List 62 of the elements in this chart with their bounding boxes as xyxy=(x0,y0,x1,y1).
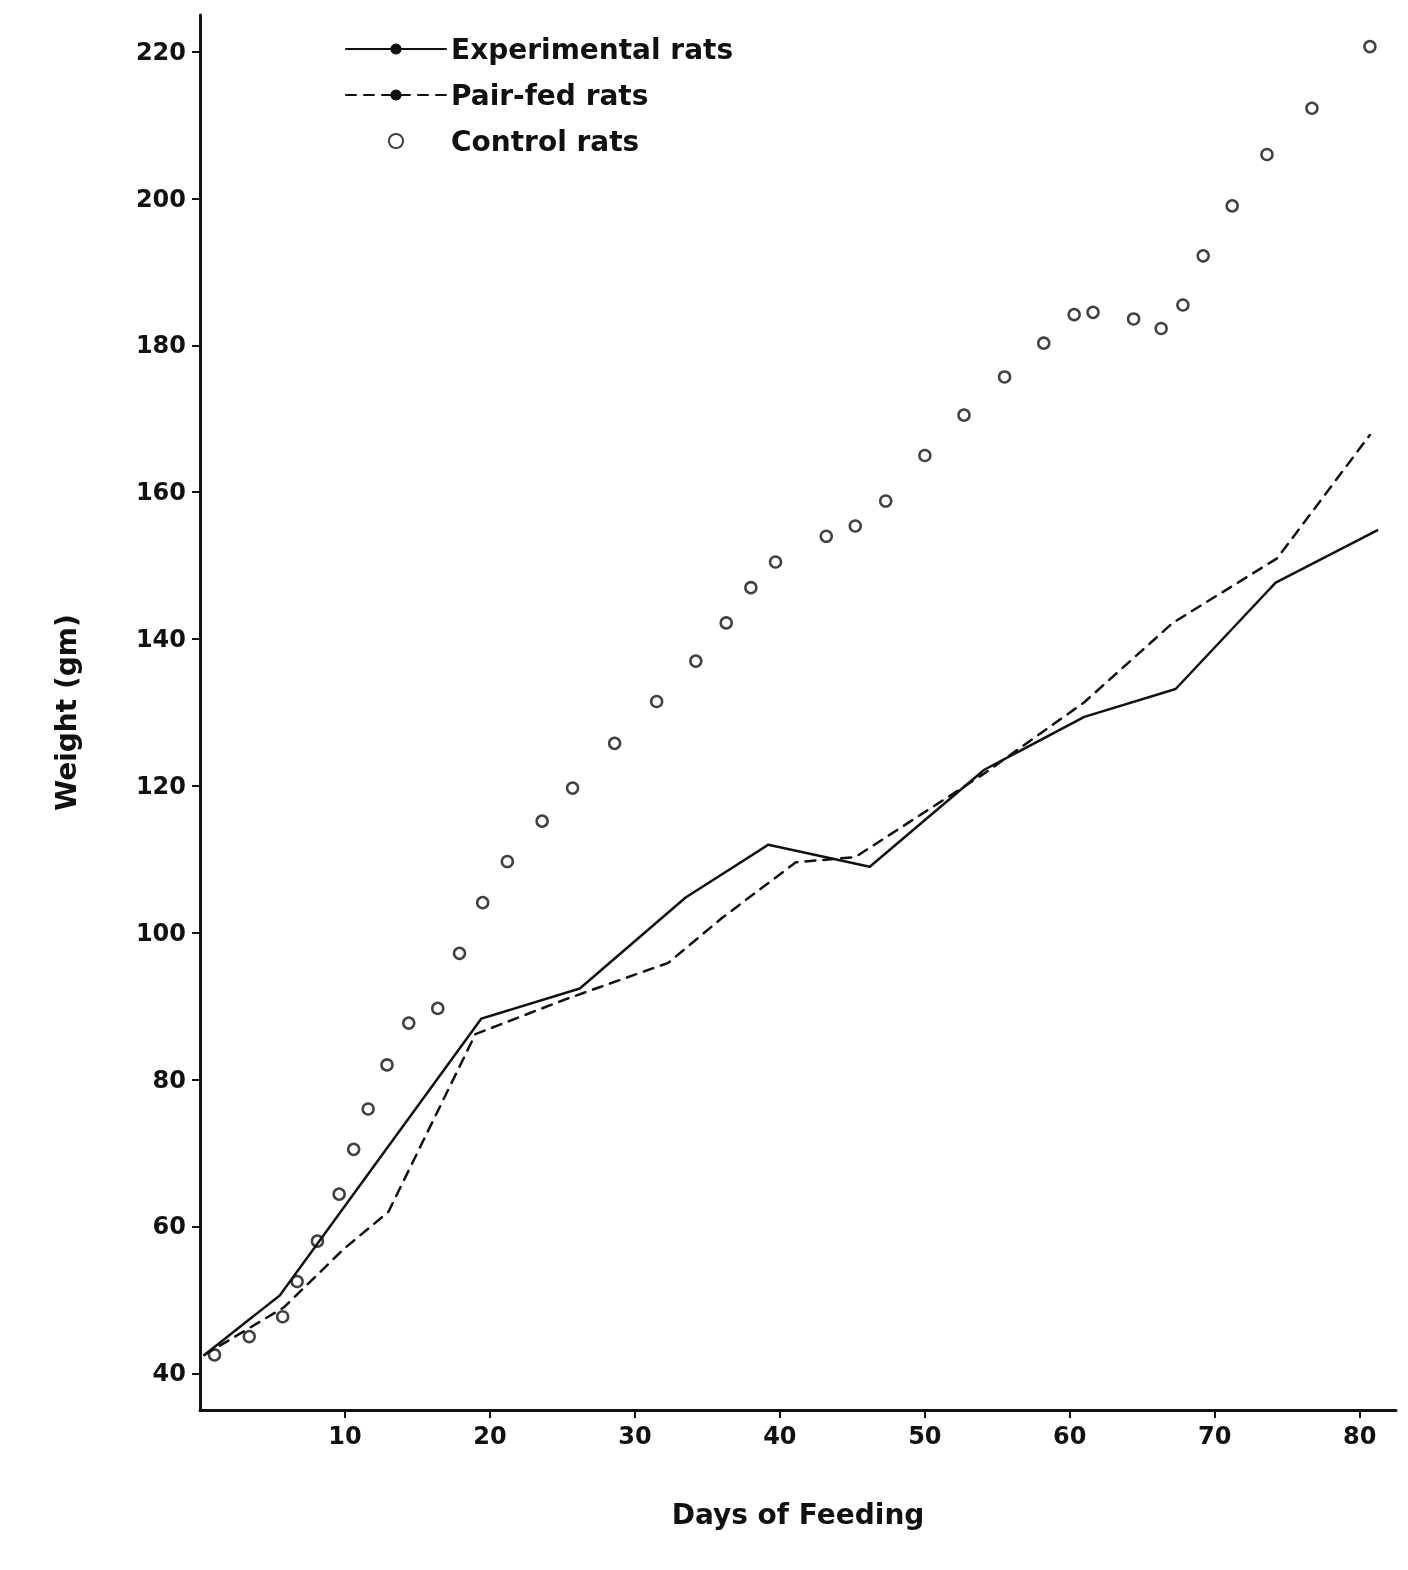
y-tick-label: 220 xyxy=(135,37,186,66)
point xyxy=(918,448,932,463)
point xyxy=(1086,305,1100,320)
point xyxy=(1154,321,1168,336)
x-tick-label: 50 xyxy=(908,1422,942,1450)
x-tick-label: 70 xyxy=(1198,1422,1232,1450)
y-tick-label: 140 xyxy=(135,625,186,654)
point xyxy=(878,494,893,508)
y-tick-label: 40 xyxy=(152,1359,186,1388)
point xyxy=(1260,147,1274,162)
point xyxy=(431,1001,445,1016)
point xyxy=(346,1142,361,1157)
point xyxy=(500,854,515,869)
point xyxy=(1036,336,1051,350)
point xyxy=(242,1329,257,1344)
point xyxy=(768,555,783,569)
x-tick-label: 60 xyxy=(1053,1422,1087,1450)
point xyxy=(565,781,580,795)
y-tick-label: 80 xyxy=(152,1065,186,1094)
point xyxy=(957,408,971,422)
point xyxy=(380,1058,394,1072)
y-tick-label: 120 xyxy=(135,771,186,800)
x-tick-label: 40 xyxy=(763,1422,797,1450)
point xyxy=(719,616,733,630)
point xyxy=(452,946,467,961)
point xyxy=(361,1102,375,1116)
point xyxy=(649,694,664,709)
point xyxy=(535,814,549,828)
x-tick-label: 20 xyxy=(473,1422,507,1450)
point xyxy=(607,736,622,751)
y-axis-title: Weight (gm) xyxy=(49,614,83,811)
point xyxy=(848,519,863,533)
point xyxy=(402,1016,416,1030)
point xyxy=(332,1187,346,1201)
point xyxy=(1126,312,1141,326)
point xyxy=(1196,249,1210,263)
x-tick-label: 80 xyxy=(1343,1422,1377,1450)
point xyxy=(1225,199,1239,213)
point xyxy=(275,1310,290,1324)
point xyxy=(1305,101,1319,115)
point xyxy=(1067,307,1081,322)
point xyxy=(290,1274,304,1289)
legend-label: Control rats xyxy=(451,124,640,158)
y-tick-label: 160 xyxy=(135,478,186,507)
point xyxy=(744,580,758,595)
point xyxy=(689,654,703,668)
x-tick-label: 30 xyxy=(618,1422,652,1450)
point xyxy=(1363,39,1377,54)
legend-label: Pair-fed rats xyxy=(451,78,649,112)
y-tick-label: 180 xyxy=(135,331,186,360)
legend-label: Experimental rats xyxy=(451,32,734,66)
point xyxy=(819,529,834,544)
point xyxy=(310,1234,325,1248)
point xyxy=(997,370,1012,384)
y-tick-label: 100 xyxy=(135,918,186,947)
x-axis-title: Days of Feeding xyxy=(671,1497,925,1531)
y-tick-label: 200 xyxy=(135,184,186,213)
point xyxy=(1176,298,1190,312)
y-tick-label: 60 xyxy=(152,1212,186,1241)
point xyxy=(207,1348,222,1362)
point xyxy=(475,895,490,910)
x-tick-label: 10 xyxy=(328,1422,362,1450)
